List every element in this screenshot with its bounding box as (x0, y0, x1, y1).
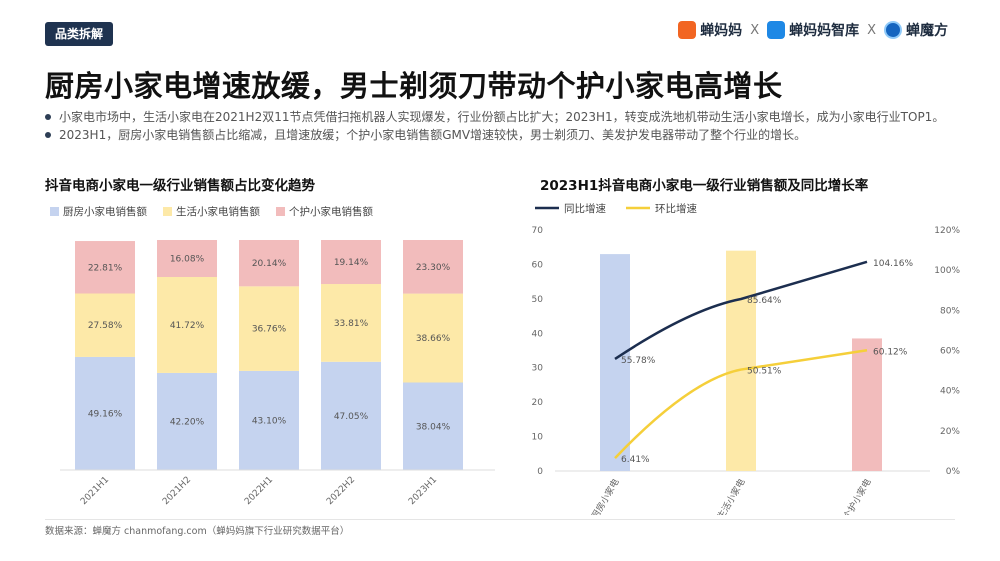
bar (600, 254, 630, 471)
left-chart-title: 抖音电商小家电一级行业销售额占比变化趋势 (45, 178, 315, 194)
brand-chanmama: 蝉妈妈 (678, 20, 742, 40)
x-tick-label: 厨房小家电 (589, 477, 622, 516)
data-label: 38.04% (416, 422, 451, 432)
legend-swatch (276, 207, 285, 216)
bullet-dot-icon (45, 132, 51, 138)
data-label: 55.78% (621, 356, 656, 366)
y-left-tick-label: 40 (532, 329, 544, 339)
bar-segment (403, 382, 463, 470)
y-right-tick-label: 100% (934, 266, 960, 276)
zhiku-logo-icon (767, 21, 786, 39)
data-label: 43.10% (252, 416, 287, 426)
x-tick-label: 2022H2 (325, 475, 357, 507)
data-label: 47.05% (334, 412, 369, 422)
bar-segment (75, 241, 135, 294)
y-right-tick-label: 80% (940, 306, 960, 316)
y-left-tick-label: 0 (537, 467, 543, 477)
bar-segment (321, 284, 381, 362)
data-label: 22.81% (88, 263, 123, 273)
data-label: 16.08% (170, 254, 205, 264)
data-label: 19.14% (334, 258, 369, 268)
bar-segment (239, 370, 299, 470)
legend-label: 生活小家电销售额 (176, 205, 260, 218)
bullet-item: 小家电市场中，生活小家电在2021H2双11节点凭借扫拖机器人实现爆发，行业份额… (45, 108, 965, 126)
y-right-tick-label: 20% (940, 427, 960, 437)
brand-chanmofang: 蝉魔方 (884, 20, 948, 40)
bullet-text: 小家电市场中，生活小家电在2021H2双11节点凭借扫拖机器人实现爆发，行业份额… (59, 110, 945, 124)
combo-bar-line-chart: 同比增速 环比增速 0 10 20 30 40 50 60 70 0% 20% 40% 60% 80% 100… (532, 202, 961, 516)
bar-segment (321, 361, 381, 470)
legend-label: 同比增速 (564, 202, 606, 215)
bullet-text: 2023H1，厨房小家电销售额占比缩减，且增速放缓；个护小家电销售额GMV增速较… (59, 128, 807, 142)
x-tick-label: 个护小家电 (841, 477, 874, 516)
data-label: 6.41% (621, 455, 650, 465)
brand-zhiku: 蝉妈妈智库 (767, 20, 859, 40)
chanmama-logo-icon (678, 21, 697, 39)
data-label: 104.16% (873, 259, 913, 269)
source-note: 数据来源：蝉魔方 chanmofang.com（蝉妈妈旗下行业研究数据平台） (45, 526, 350, 537)
brand-name: 蝉魔方 (906, 23, 948, 39)
x-tick-label: 2021H2 (161, 475, 193, 507)
y-right-tick-label: 0% (946, 467, 961, 477)
data-label: 38.66% (416, 334, 451, 344)
legend-label: 环比增速 (655, 202, 697, 215)
x-tick-label: 2023H1 (407, 475, 439, 507)
bar (852, 338, 882, 471)
data-label: 27.58% (88, 321, 123, 331)
data-label: 33.81% (334, 319, 369, 329)
data-label: 49.16% (88, 409, 123, 419)
y-right-tick-label: 60% (940, 347, 960, 357)
section-tag: 品类拆解 (45, 22, 114, 46)
data-label: 36.76% (252, 325, 287, 335)
data-label: 41.72% (170, 321, 205, 331)
data-label: 20.14% (252, 259, 287, 269)
bar-segment (239, 286, 299, 371)
y-left-tick-label: 30 (532, 364, 544, 374)
legend-swatch (163, 207, 172, 216)
bullet-item: 2023H1，厨房小家电销售额占比缩减，且增速放缓；个护小家电销售额GMV增速较… (45, 126, 965, 144)
page-title: 厨房小家电增速放缓，男士剃须刀带动个护小家电高增长 (45, 69, 783, 103)
bar-segment (75, 356, 135, 470)
legend-swatch (50, 207, 59, 216)
y-left-tick-label: 50 (532, 295, 544, 305)
x-tick-label: 2022H1 (243, 475, 275, 507)
data-label: 23.30% (416, 263, 451, 273)
bar-segment (403, 293, 463, 383)
data-label: 85.64% (747, 296, 782, 306)
legend-label: 个护小家电销售额 (289, 205, 373, 218)
bar-segment (75, 293, 135, 357)
brand-separator: X (867, 22, 876, 38)
bar (726, 250, 756, 471)
y-right-tick-label: 120% (934, 226, 960, 236)
brand-name: 蝉妈妈智库 (789, 23, 860, 39)
brand-name: 蝉妈妈 (700, 23, 743, 39)
legend-label: 厨房小家电销售额 (63, 205, 147, 218)
data-label: 50.51% (747, 367, 782, 377)
chanmofang-logo-icon (884, 21, 902, 39)
bar-segment (157, 372, 217, 470)
bar-segment (157, 276, 217, 373)
y-left-tick-label: 60 (532, 260, 544, 270)
footer-divider (45, 519, 955, 520)
y-left-tick-label: 70 (532, 226, 544, 236)
x-tick-label: 2021H1 (79, 475, 111, 507)
y-right-tick-label: 40% (940, 387, 960, 397)
summary-bullets: 小家电市场中，生活小家电在2021H2双11节点凭借扫拖机器人实现爆发，行业份额… (45, 108, 965, 144)
bullet-dot-icon (45, 114, 51, 120)
right-chart-title: 2023H1抖音电商小家电一级行业销售额及同比增长率 (540, 178, 869, 194)
brand-bar: 蝉妈妈 X 蝉妈妈智库 X 蝉魔方 (678, 20, 948, 40)
y-left-tick-label: 20 (532, 398, 544, 408)
series-line (614, 260, 868, 361)
bar-segment (157, 240, 217, 277)
bar-segment (239, 240, 299, 287)
stacked-bar-chart: 厨房小家电销售额 生活小家电销售额 个护小家电销售额 49.16% 27.58% 22.8… (50, 205, 495, 507)
series-line (614, 349, 868, 459)
bar-segment (321, 240, 381, 285)
brand-separator: X (750, 22, 760, 38)
y-left-tick-label: 10 (532, 433, 544, 443)
x-tick-label: 生活小家电 (715, 477, 748, 516)
bar-segment (403, 240, 463, 294)
data-label: 42.20% (170, 417, 205, 427)
data-label: 60.12% (873, 347, 908, 357)
